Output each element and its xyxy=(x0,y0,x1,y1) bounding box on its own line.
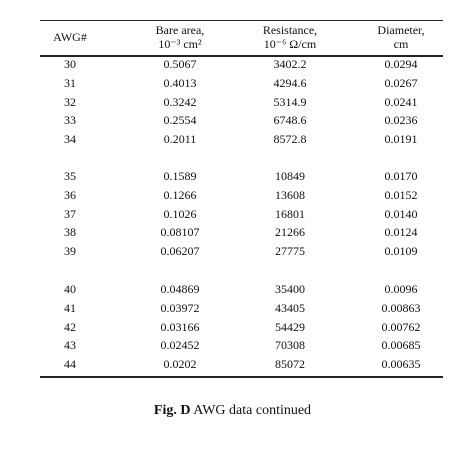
table-cell: 54429 xyxy=(275,319,305,334)
table-cell: 0.2554 xyxy=(163,113,197,128)
table-cell: 16801 xyxy=(275,206,305,221)
table-cell: 42 xyxy=(64,319,76,334)
table-cell: 0.0267 xyxy=(384,75,418,90)
table-cell: 0.0294 xyxy=(384,57,418,71)
column-header: Diameter, xyxy=(377,23,425,37)
table-cell: 0.0202 xyxy=(163,357,197,372)
column-header: Bare area, xyxy=(155,23,205,37)
table-cell: 0.3242 xyxy=(163,94,197,109)
table-cell: 8572.8 xyxy=(273,132,307,147)
table-cell: 33 xyxy=(64,113,76,128)
table-cell: 3402.2 xyxy=(273,57,307,71)
table-cell: 31 xyxy=(64,75,76,90)
table-cell: 30 xyxy=(64,57,76,71)
table-cell: 0.2011 xyxy=(163,132,197,147)
table-cell: 70308 xyxy=(275,338,305,353)
table-cell: 0.1589 xyxy=(163,169,197,183)
table-cell: 0.5067 xyxy=(163,57,197,71)
table-cell: 0.1266 xyxy=(163,187,197,202)
table-cell: 0.08107 xyxy=(160,225,200,240)
bottom-rule xyxy=(40,376,443,378)
table-cell: 35400 xyxy=(275,282,305,296)
top-rule xyxy=(40,20,443,21)
table-cell: 0.03166 xyxy=(160,319,200,334)
table-cell: 5314.9 xyxy=(273,94,307,109)
table-cell: 35 xyxy=(64,169,76,183)
table-cell: 4294.6 xyxy=(273,75,307,90)
table-cell: 0.02452 xyxy=(160,338,200,353)
table-cell: 38 xyxy=(64,225,76,240)
column-header: AWG# xyxy=(53,30,87,44)
table-cell: 32 xyxy=(64,94,76,109)
table-cell: 10849 xyxy=(275,169,305,183)
table-cell: 0.00685 xyxy=(381,338,421,353)
table-cell: 43405 xyxy=(275,300,305,315)
table-cell: 41 xyxy=(64,300,76,315)
table-cell: 13608 xyxy=(275,187,305,202)
column-header: cm xyxy=(393,37,409,51)
table-cell: 85072 xyxy=(275,357,305,372)
table-cell: 0.1026 xyxy=(163,206,197,221)
table-cell: 40 xyxy=(64,282,76,296)
column-header: 10⁻³ cm² xyxy=(158,37,202,51)
column-header: Resistance, xyxy=(262,23,318,37)
table-cell: 0.03972 xyxy=(160,300,200,315)
table-cell: 6748.6 xyxy=(273,113,307,128)
table-cell: 0.0124 xyxy=(384,225,418,240)
column-header: 10⁻⁶ Ω/cm xyxy=(263,37,317,51)
table-cell: 0.00863 xyxy=(381,300,421,315)
table-cell: 34 xyxy=(64,132,76,147)
table-cell: 0.0152 xyxy=(384,187,418,202)
caption-text: AWG data continued xyxy=(193,403,312,418)
table-cell: 0.0140 xyxy=(384,206,418,221)
table-cell: 27775 xyxy=(275,244,305,259)
table-cell: 0.0236 xyxy=(384,113,418,128)
table-cell: 0.04869 xyxy=(160,282,200,296)
table-cell: 0.0191 xyxy=(384,132,418,147)
table-cell: 37 xyxy=(64,206,76,221)
table-cell: 0.00762 xyxy=(381,319,421,334)
table-cell: 44 xyxy=(64,357,76,372)
table-cell: 43 xyxy=(64,338,76,353)
table-cell: 0.06207 xyxy=(160,244,200,259)
table-cell: 39 xyxy=(64,244,76,259)
table-cell: 36 xyxy=(64,187,76,202)
table-cell: 0.4013 xyxy=(163,75,197,90)
table-cell: 0.0170 xyxy=(384,169,418,183)
table-cell: 21266 xyxy=(275,225,305,240)
header-rule xyxy=(40,55,443,57)
table-cell: 0.00635 xyxy=(381,357,421,372)
caption-label: Fig. D xyxy=(153,403,191,418)
table-cell: 0.0096 xyxy=(384,282,418,296)
table-cell: 0.0109 xyxy=(384,244,418,259)
caption: Fig. D AWG data continued xyxy=(0,403,465,419)
table-cell: 0.0241 xyxy=(384,94,418,109)
